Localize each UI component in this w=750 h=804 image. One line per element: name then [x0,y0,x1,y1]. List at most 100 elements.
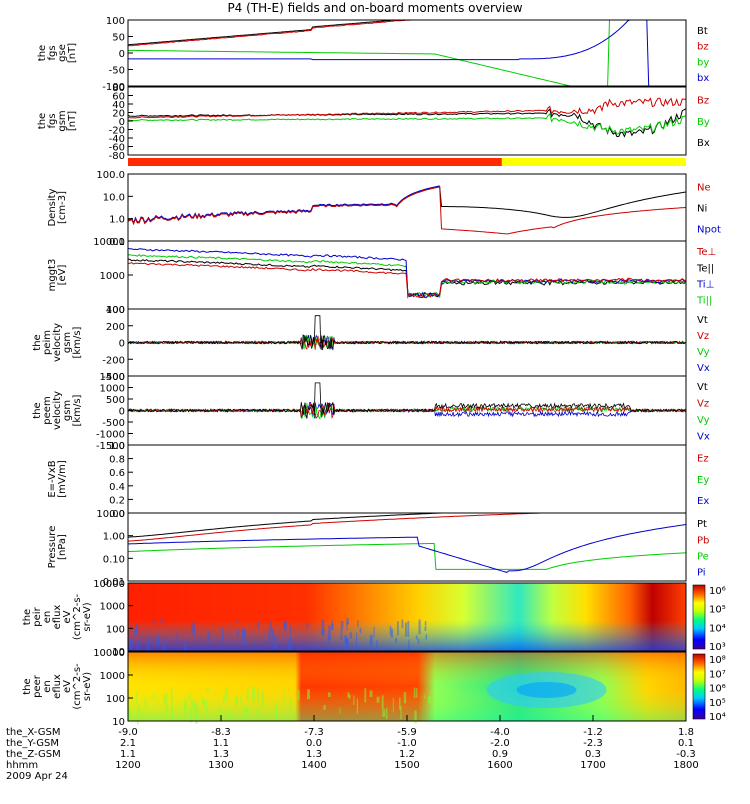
peir-spectrogram-ylabel: (cm^2-s- [72,593,83,640]
peer-spectrogram-texture [252,686,256,702]
peer-spectrogram-texture [171,696,173,713]
peim-velocity-legend-3: Vx [697,363,710,374]
peem-velocity-ylabel: gsm [62,400,73,421]
peir-spectrogram-texture [285,623,287,637]
peir-spectrogram-texture [136,639,139,655]
peir-spectrogram-texture [289,625,292,635]
peir-spectrogram-texture [236,629,239,636]
peer-spectrogram-texture [413,687,416,699]
peir-spectrogram-shading [128,583,686,651]
peir-spectrogram-texture [207,630,210,642]
peer-spectrogram-texture [416,688,418,698]
peer-spectrogram-texture [275,702,278,717]
peim-velocity-ytick-label: 0 [119,339,125,350]
peer-spectrogram-ylabel: eflux [52,674,63,699]
efield-ylabel: [mV/m] [57,460,68,498]
x-axis-value: 1500 [394,760,419,771]
peer-spectrogram-texture [283,696,285,707]
efield-legend-2: Ex [697,496,709,507]
peer-spectrogram-texture [423,694,425,699]
peem-velocity-ytick-label: 1000 [100,384,125,395]
peir-spectrogram-texture [321,619,325,635]
peir-spectrogram-texture [273,635,277,649]
peer-spectrogram-texture [244,706,248,720]
x-axis-value: 1.3 [213,749,229,760]
ni-trace [127,186,687,226]
x-axis-value: -1.0 [397,738,417,749]
peer-spectrogram-ylabel: peer [32,674,43,698]
peer-spectrogram-texture [392,697,394,713]
peir-spectrogram-texture [201,636,203,651]
peir-spectrogram-texture [395,638,397,643]
bt-trace [127,19,686,46]
x-axis-value: 0.9 [492,749,508,760]
fgs-gse-ylabel: the [37,45,48,61]
density-legend-2: Npot [697,224,721,235]
peim-velocity-ytick-label: 200 [106,322,125,333]
peir-spectrogram-colorbar-label: 10⁴ [709,623,726,634]
peir-spectrogram-texture [129,640,133,649]
pressure-frame [127,512,687,582]
density-ytick-label: 100.0 [96,170,125,181]
peem-velocity-ylabel: peem [42,396,53,424]
peer-spectrogram-texture [236,696,239,705]
peir-spectrogram-texture [390,628,393,638]
peir-spectrogram-texture [269,621,272,633]
fgs-gsm-frame [127,86,687,156]
x-axis-value: -2.0 [490,738,510,749]
bx-gsm-trace [127,108,687,138]
chart-title: P4 (TH-E) fields and on-board moments ov… [227,1,522,15]
x-axis-value: 0.0 [306,738,322,749]
peer-spectrogram-texture [261,690,264,707]
peer-spectrogram-texture [206,688,209,693]
pressure-legend-0: Pt [697,519,707,530]
peer-spectrogram-colorbar-label: 10⁸ [709,655,726,666]
peem-velocity-ytick-label: -1500 [96,441,125,452]
fgs-gse-ylabel: gse [57,44,68,62]
peer-spectrogram-texture [136,709,139,725]
peer-spectrogram-texture [356,698,359,714]
peem-velocity-ylabel: the [32,402,43,418]
peir-spectrogram-ylabel: peir [32,606,43,626]
x-axis-value: -0.3 [676,749,696,760]
fgs-gsm-legend-1: By [697,117,710,128]
pressure-ylabel: Pressure [47,526,58,569]
peer-spectrogram-texture [227,710,231,720]
x-axis-value: 1.2 [399,749,415,760]
peim-velocity-ylabel: peim [42,330,53,355]
efield-frame [127,444,687,514]
velocity-trace-3 [127,382,687,419]
peer-spectrogram-texture [283,687,285,701]
peer-spectrogram-texture [128,708,131,722]
peim-velocity-ylabel: velocity [52,323,63,362]
peir-spectrogram-texture [242,629,246,645]
fgs-gse-ylabel: [nT] [67,43,78,63]
fgs-gse-legend-3: bx [697,73,709,84]
peir-spectrogram-colorbar-label: 10³ [709,642,726,653]
peer-spectrogram-texture [136,692,138,705]
peer-spectrogram-texture [193,704,196,714]
peem-velocity-ytick-label: 1500 [100,372,125,383]
peir-spectrogram-texture [357,620,359,628]
temperature-ylabel: [eV] [57,265,68,286]
peir-spectrogram-texture [344,635,348,644]
peir-spectrogram-ytick-label: 10 [112,647,125,658]
peir-spectrogram-texture [270,634,273,642]
peer-spectrogram-colorbar-label: 10⁶ [709,684,726,695]
fgs-gsm-legend-0: Bz [697,96,709,107]
peer-spectrogram-texture [246,688,249,701]
peer-spectrogram-ylabel: the [22,678,33,694]
temperature-ytick-label: 10000 [93,237,125,248]
peer-spectrogram-texture [247,706,249,715]
x-axis-value: 1.3 [306,749,322,760]
peer-spectrogram-colorbar-label: 10⁴ [709,712,726,723]
efield-legend-0: Ez [697,454,709,465]
x-axis-value: 2.1 [120,738,136,749]
peer-spectrogram-texture [205,700,208,714]
peim-velocity-ylabel: the [32,334,43,350]
peir-spectrogram-texture [271,628,274,639]
fgs-gsm-ytick-label: -80 [109,151,125,162]
x-axis-value: -4.0 [490,727,510,738]
peir-spectrogram-texture [221,627,224,641]
